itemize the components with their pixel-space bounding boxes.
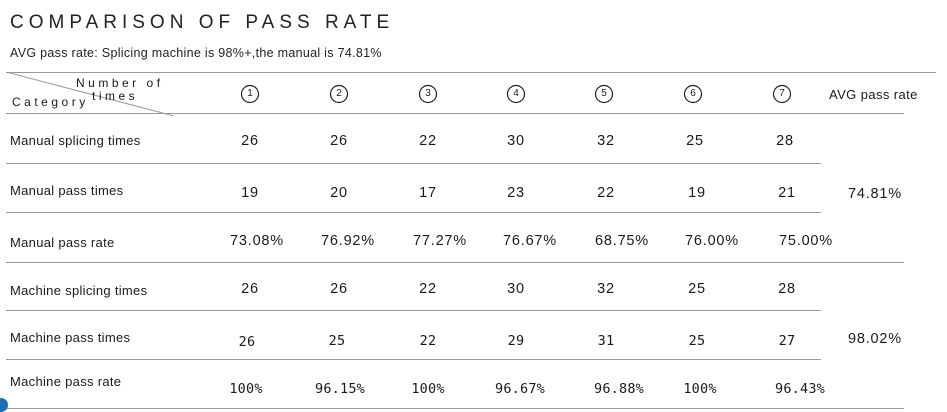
avg-manual-pass-rate: 74.81% <box>848 186 902 202</box>
table-cell: 32 <box>597 133 615 149</box>
column-number-4: 4 <box>506 84 526 104</box>
table-cell: 17 <box>419 185 437 201</box>
table-cell: 27 <box>778 333 796 349</box>
table-cell: 25 <box>688 333 706 349</box>
column-number-3: 3 <box>418 84 438 104</box>
table-cell: 100% <box>411 381 445 397</box>
table-cell: 68.75% <box>595 233 649 249</box>
page-subtitle: AVG pass rate: Splicing machine is 98%+,… <box>10 46 382 60</box>
table-cell: 96.67% <box>495 381 545 397</box>
table-cell: 100% <box>683 381 717 397</box>
header-diagonal-line <box>6 72 174 116</box>
table-cell: 22 <box>419 133 437 149</box>
column-number-7-label: 7 <box>779 88 785 99</box>
table-cell: 96.88% <box>594 381 644 397</box>
table-cell: 19 <box>241 185 259 201</box>
header-corner-bottom: Category <box>12 95 89 109</box>
table-cell: 25 <box>328 333 346 349</box>
table-cell: 22 <box>419 333 437 349</box>
table-cell: 75.00% <box>779 233 833 249</box>
table-cell: 76.00% <box>685 233 739 249</box>
column-number-1-label: 1 <box>247 88 253 99</box>
column-number-2-label: 2 <box>336 88 342 99</box>
table-cell: 96.43% <box>775 381 825 397</box>
table-cell: 96.15% <box>315 381 365 397</box>
column-number-1: 1 <box>240 84 260 104</box>
header-corner-mid: times <box>92 89 139 103</box>
column-number-3-label: 3 <box>425 88 431 99</box>
table-cell: 29 <box>507 333 525 349</box>
table-cell: 26 <box>241 281 259 297</box>
column-number-4-label: 4 <box>513 88 519 99</box>
header-corner-top: Number of <box>76 76 164 90</box>
avg-machine-pass-rate: 98.02% <box>848 331 902 347</box>
table-cell: 26 <box>330 133 348 149</box>
table-cell: 23 <box>507 185 525 201</box>
header-bottom-border <box>6 113 904 114</box>
column-number-5: 5 <box>594 84 614 104</box>
row-label-machine-pass-rate: Machine pass rate <box>10 374 122 389</box>
table-cell: 73.08% <box>230 233 284 249</box>
table-cell: 25 <box>686 133 704 149</box>
table-cell: 32 <box>597 281 615 297</box>
table-cell: 22 <box>419 281 437 297</box>
table-cell: 28 <box>778 281 796 297</box>
table-cell: 26 <box>241 133 259 149</box>
table-cell: 31 <box>597 333 615 349</box>
machine-splicing-row-border <box>6 310 821 311</box>
table-cell: 30 <box>507 281 525 297</box>
table-cell: 76.67% <box>503 233 557 249</box>
corner-decoration <box>0 398 8 412</box>
row-label-manual-pass-times: Manual pass times <box>10 183 124 198</box>
avg-pass-rate-header: AVG pass rate <box>829 87 918 102</box>
row-label-machine-splicing-times: Machine splicing times <box>10 283 148 298</box>
table-cell: 20 <box>330 185 348 201</box>
row-label-manual-pass-rate: Manual pass rate <box>10 235 115 250</box>
table-cell: 25 <box>688 281 706 297</box>
table-cell: 26 <box>238 334 256 350</box>
table-cell: 21 <box>778 185 796 201</box>
column-number-5-label: 5 <box>601 88 607 99</box>
machine-pass-times-row-border <box>6 359 821 360</box>
table-cell: 77.27% <box>413 233 467 249</box>
row-label-manual-splicing-times: Manual splicing times <box>10 133 141 148</box>
column-number-6-label: 6 <box>690 88 696 99</box>
manual-pass-times-row-border <box>6 212 821 213</box>
table-cell: 30 <box>507 133 525 149</box>
table-cell: 26 <box>330 281 348 297</box>
table-cell: 28 <box>776 133 794 149</box>
table-cell: 22 <box>597 185 615 201</box>
row-label-machine-pass-times: Machine pass times <box>10 330 131 345</box>
table-bottom-border <box>6 408 904 409</box>
manual-splicing-row-border <box>6 163 821 164</box>
manual-section-border <box>6 262 904 263</box>
table-cell: 100% <box>229 381 263 397</box>
column-number-7: 7 <box>772 84 792 104</box>
table-cell: 19 <box>688 185 706 201</box>
page-title: COMPARISON OF PASS RATE <box>10 12 395 33</box>
column-number-6: 6 <box>683 84 703 104</box>
table-cell: 76.92% <box>321 233 375 249</box>
table-top-border <box>6 72 936 73</box>
column-number-2: 2 <box>329 84 349 104</box>
